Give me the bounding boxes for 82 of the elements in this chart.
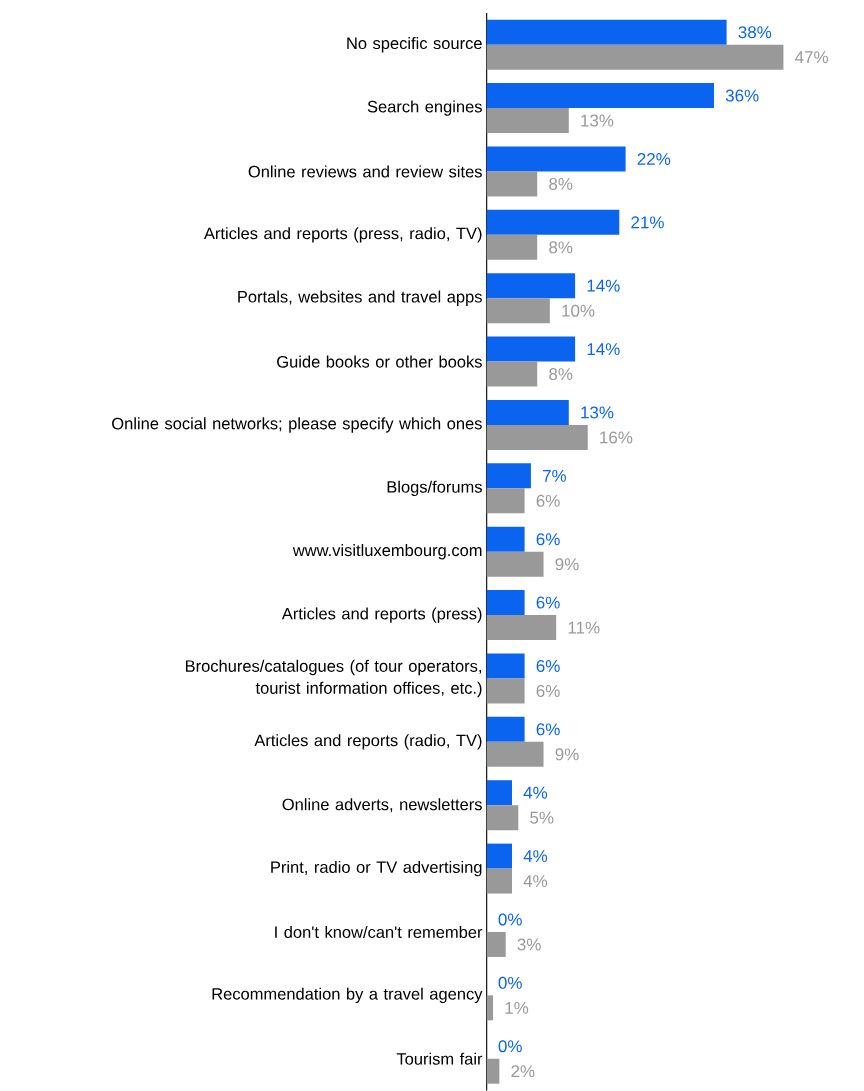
data-label: 13% bbox=[581, 114, 614, 127]
data-label: 47% bbox=[795, 51, 829, 64]
data-label: 3% bbox=[517, 938, 542, 951]
data-label: 21% bbox=[631, 216, 665, 229]
data-label: 8% bbox=[549, 368, 573, 381]
data-label: 6% bbox=[536, 596, 560, 609]
data-label: 2% bbox=[511, 1065, 535, 1078]
data-label: 6% bbox=[536, 494, 560, 507]
bar bbox=[486, 209, 620, 235]
data-label: 38% bbox=[738, 26, 772, 39]
bar bbox=[486, 108, 570, 134]
y-tick-label: Portals, websites and travel apps bbox=[238, 290, 483, 306]
data-label: 9% bbox=[555, 558, 579, 571]
data-label: 11% bbox=[568, 621, 600, 634]
data-label: 6% bbox=[536, 533, 560, 546]
data-label: 4% bbox=[523, 850, 548, 863]
bar bbox=[486, 551, 544, 577]
bar bbox=[486, 1058, 500, 1084]
bar bbox=[486, 653, 525, 679]
data-label: 8% bbox=[549, 177, 573, 190]
y-tick-label: Brochures/catalogues (of tour operators, tourist information offices, etc.) bbox=[186, 659, 482, 698]
y-tick-label: Articles and reports (press, radio, TV) bbox=[204, 227, 482, 243]
bar bbox=[486, 590, 525, 616]
data-label: 22% bbox=[637, 152, 671, 165]
bar bbox=[486, 336, 576, 362]
bar bbox=[486, 361, 538, 387]
bar bbox=[486, 526, 525, 552]
data-label: 10% bbox=[562, 304, 595, 317]
bar bbox=[486, 678, 525, 704]
data-label: 1% bbox=[505, 1001, 529, 1014]
bar bbox=[486, 463, 532, 489]
y-tick-label: Search engines bbox=[368, 100, 483, 116]
y-tick-label: Guide books or other books bbox=[277, 355, 483, 368]
bar bbox=[486, 805, 519, 831]
y-tick-label: No specific source bbox=[347, 37, 482, 53]
bar bbox=[486, 298, 551, 324]
data-label: 16% bbox=[600, 431, 633, 444]
y-tick-label: Online adverts, newsletters bbox=[282, 798, 483, 813]
data-label: 0% bbox=[498, 1040, 523, 1053]
bar bbox=[486, 488, 525, 514]
bar bbox=[486, 273, 576, 299]
bar bbox=[486, 19, 727, 45]
data-label: 9% bbox=[555, 748, 579, 761]
bar bbox=[486, 843, 513, 869]
bar bbox=[486, 234, 538, 260]
y-tick-label: Articles and reports (radio, TV) bbox=[254, 734, 482, 750]
data-label: 6% bbox=[536, 659, 560, 672]
data-label: 36% bbox=[726, 89, 759, 102]
bar bbox=[486, 615, 557, 641]
y-tick-label: Articles and reports (press) bbox=[282, 607, 482, 623]
bar bbox=[486, 424, 588, 450]
data-label: 0% bbox=[498, 913, 523, 926]
data-label: 14% bbox=[587, 279, 620, 292]
y-tick-label: www.visitluxembourg.com bbox=[293, 544, 482, 560]
bar bbox=[486, 741, 544, 767]
bar bbox=[486, 399, 570, 425]
bar bbox=[486, 868, 513, 894]
y-tick-label: Online reviews and review sites bbox=[248, 165, 483, 178]
bar bbox=[486, 171, 538, 197]
y-tick-label: I don't know/can't remember bbox=[275, 925, 483, 939]
y-tick-label: Blogs/forums bbox=[387, 480, 483, 497]
y-tick-label: Print, radio or TV advertising bbox=[271, 860, 482, 877]
data-label: 13% bbox=[581, 406, 614, 419]
y-tick-label: Online social networks; please specify which ones bbox=[112, 417, 483, 433]
data-label: 6% bbox=[536, 684, 560, 697]
bar bbox=[486, 995, 494, 1021]
data-label: 8% bbox=[549, 241, 573, 254]
data-label: 7% bbox=[543, 469, 567, 482]
bar bbox=[486, 931, 506, 957]
y-tick-label: Recommendation by a travel agency bbox=[212, 987, 483, 1004]
bar bbox=[486, 780, 513, 806]
bar bbox=[486, 716, 525, 742]
bar bbox=[486, 83, 715, 109]
data-label: 14% bbox=[587, 343, 620, 356]
bar bbox=[486, 44, 784, 70]
data-label: 6% bbox=[536, 723, 560, 736]
y-tick-label: Tourism fair bbox=[397, 1052, 483, 1065]
bar bbox=[486, 146, 626, 172]
data-label: 4% bbox=[523, 786, 548, 799]
data-label: 0% bbox=[498, 976, 523, 989]
data-label: 4% bbox=[523, 875, 548, 888]
data-label: 5% bbox=[530, 811, 554, 824]
